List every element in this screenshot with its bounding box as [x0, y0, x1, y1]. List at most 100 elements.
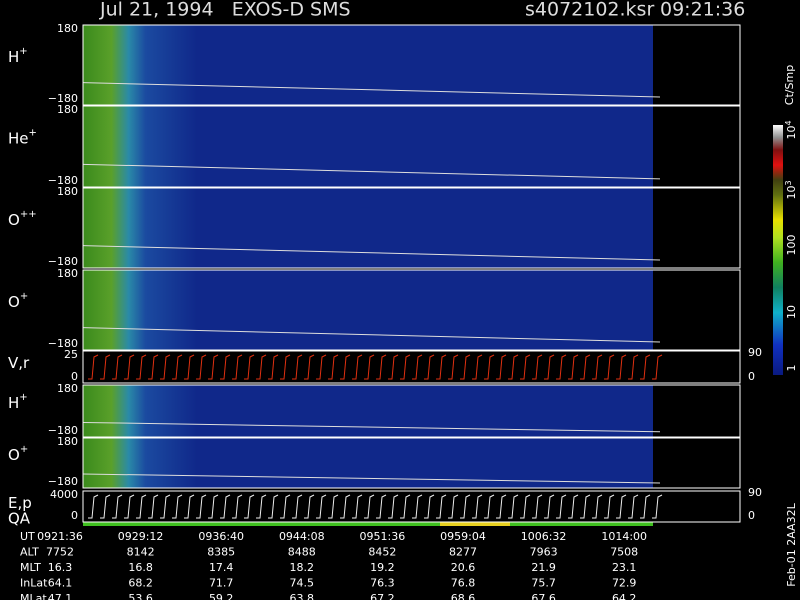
y-tick-label: 4000 — [50, 488, 78, 501]
trace — [232, 354, 243, 380]
cell: 17.4 — [209, 561, 234, 574]
trace — [388, 354, 399, 380]
cell: 1006:32 — [521, 530, 567, 543]
trace — [148, 354, 159, 380]
trace — [376, 354, 387, 380]
trace — [424, 494, 435, 519]
y-tick-label: 180 — [57, 103, 78, 116]
panel-label-sup: + — [19, 46, 27, 57]
colorbar-label: Ct/Smp — [783, 65, 796, 105]
cell: 19.2 — [370, 561, 395, 574]
colorbar-tick-label: 104 — [784, 120, 799, 139]
trace — [556, 494, 567, 519]
y-tick-label: 180 — [57, 267, 78, 280]
trace — [208, 494, 219, 519]
cell: 0951:36 — [360, 530, 406, 543]
trace — [340, 354, 351, 380]
trace — [328, 494, 339, 519]
panel-frame — [82, 490, 741, 523]
trace — [82, 163, 661, 180]
trace — [640, 494, 651, 519]
trace — [496, 494, 507, 519]
y2-tick-label: 90 — [748, 486, 762, 499]
trace — [628, 494, 639, 519]
y-tick-label: −180 — [48, 337, 78, 350]
cell: 23.1 — [612, 561, 637, 574]
panel-label: V,r — [8, 354, 30, 372]
trace — [244, 354, 255, 380]
cell: 72.9 — [612, 577, 637, 590]
trace — [484, 354, 495, 380]
y-tick-label: −180 — [48, 424, 78, 437]
cell: 75.7 — [531, 577, 556, 590]
trace — [172, 354, 183, 380]
panel-label-text: E,p — [8, 494, 32, 512]
panel-frame — [82, 105, 741, 188]
panel-bg — [83, 438, 653, 488]
trace — [112, 494, 123, 519]
trace — [604, 354, 615, 380]
trace — [616, 354, 627, 380]
trace — [544, 494, 555, 519]
cell: 7508 — [610, 546, 638, 559]
trace — [448, 354, 459, 380]
trace — [376, 494, 387, 519]
panel-label-text: O — [8, 446, 20, 464]
trace — [520, 354, 531, 380]
cell: 0921:36 — [37, 530, 83, 543]
panel-bg — [83, 106, 653, 187]
colorbar-tick-label: 10 — [785, 305, 798, 319]
y2-tick-label: 0 — [748, 509, 755, 522]
trace — [532, 494, 543, 519]
trace — [220, 494, 231, 519]
y-tick-label: 180 — [57, 22, 78, 35]
trace — [580, 494, 591, 519]
trace — [532, 354, 543, 380]
cell: 74.5 — [290, 577, 315, 590]
row-label: InLat — [20, 577, 48, 590]
panel-label: O++ — [8, 209, 37, 229]
cell: 67.6 — [531, 592, 556, 600]
trace — [184, 354, 195, 380]
colorbar-tick-text: 10 — [785, 305, 798, 319]
trace — [280, 494, 291, 519]
panel-label: O+ — [8, 444, 28, 464]
panel-frame — [82, 24, 741, 106]
trace — [520, 494, 531, 519]
row-label: MLat — [20, 592, 47, 600]
panel-bg — [83, 270, 653, 350]
trace — [316, 494, 327, 519]
y-tick-label: 0 — [71, 370, 78, 383]
trace — [82, 327, 661, 343]
panel-label: H+ — [8, 46, 28, 66]
trace — [220, 354, 231, 380]
panel-frame — [82, 437, 741, 489]
cell: 0929:12 — [118, 530, 164, 543]
trace — [328, 354, 339, 380]
trace — [568, 494, 579, 519]
panel-label-sup: + — [20, 291, 28, 302]
trace — [508, 494, 519, 519]
trace — [196, 494, 207, 519]
colorbar-tick-label: 100 — [785, 235, 798, 256]
panel-label: He+ — [8, 128, 37, 148]
trace — [568, 354, 579, 380]
colorbar-tick-sup: 3 — [784, 180, 793, 185]
cell: 71.7 — [209, 577, 234, 590]
trace — [628, 354, 639, 380]
panel-bg — [83, 188, 653, 268]
cell: 0959:04 — [440, 530, 486, 543]
cell: 53.6 — [128, 592, 153, 600]
panel-label-text: He — [8, 129, 29, 147]
trace — [268, 354, 279, 380]
y-tick-label: −180 — [48, 92, 78, 105]
trace — [280, 354, 291, 380]
trace — [508, 354, 519, 380]
panel-frame — [82, 384, 741, 438]
cell: 0936:40 — [198, 530, 244, 543]
trace — [460, 354, 471, 380]
trace — [88, 354, 99, 380]
trace — [256, 494, 267, 519]
trace — [484, 494, 495, 519]
